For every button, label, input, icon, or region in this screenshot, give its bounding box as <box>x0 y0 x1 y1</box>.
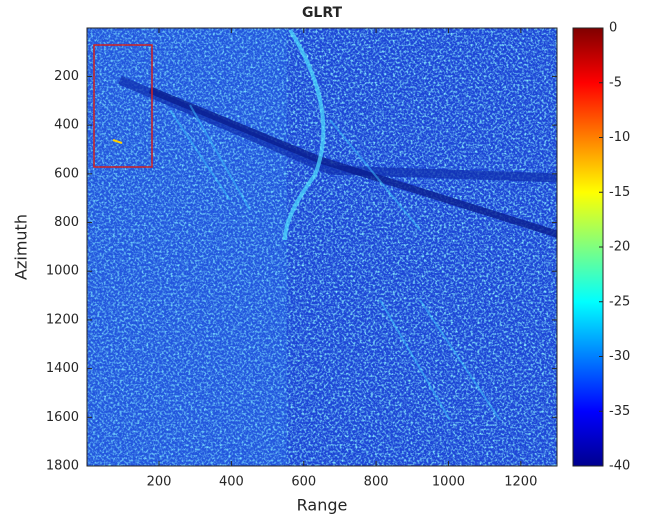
colorbar-tick-label: -20 <box>609 240 630 255</box>
heatmap-image <box>87 28 557 466</box>
x-tick-label: 800 <box>364 475 389 490</box>
plot-frame <box>86 27 558 467</box>
colorbar-tick-label: -25 <box>609 294 630 309</box>
colorbar-tick-label: -5 <box>609 75 622 90</box>
colorbar-tick-label: 0 <box>609 21 617 36</box>
y-tick-label: 1600 <box>46 410 79 425</box>
colorbar-tick-label: -40 <box>609 459 630 474</box>
x-tick-label: 1000 <box>432 475 465 490</box>
y-tick-label: 800 <box>54 215 79 230</box>
y-axis-label: Azimuth <box>12 214 31 280</box>
y-tick-label: 600 <box>54 166 79 181</box>
y-tick-label: 400 <box>54 118 79 133</box>
y-tick-label: 1800 <box>46 459 79 474</box>
colorbar-tick-label: -15 <box>609 185 630 200</box>
x-tick-label: 1200 <box>504 475 537 490</box>
x-tick-label: 200 <box>147 475 172 490</box>
colorbar-tick-label: -30 <box>609 349 630 364</box>
y-tick-label: 200 <box>54 69 79 84</box>
region-box <box>93 44 153 168</box>
colorbar-tick-label: -35 <box>609 404 630 419</box>
x-axis-label: Range <box>297 496 348 515</box>
chart-title: GLRT <box>302 5 343 21</box>
x-tick-label: 400 <box>219 475 244 490</box>
colorbar-tick-label: -10 <box>609 130 630 145</box>
colorbar <box>572 27 604 467</box>
y-tick-label: 1400 <box>46 361 79 376</box>
y-tick-label: 1000 <box>46 264 79 279</box>
y-tick-label: 1200 <box>46 312 79 327</box>
x-tick-label: 600 <box>291 475 316 490</box>
